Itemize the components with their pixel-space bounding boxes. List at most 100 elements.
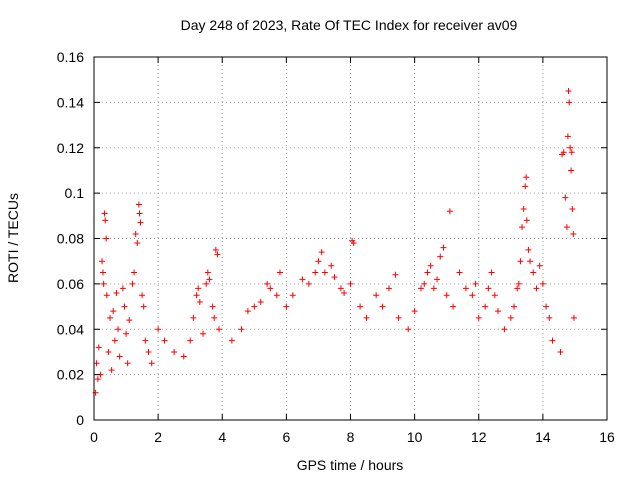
- data-point: [103, 235, 110, 242]
- data-point: [214, 251, 221, 258]
- data-point: [570, 230, 577, 237]
- data-point: [105, 348, 112, 355]
- data-point: [491, 292, 498, 299]
- data-point: [180, 353, 187, 360]
- y-tick-label: 0.02: [57, 367, 84, 383]
- data-point: [539, 280, 546, 287]
- data-point: [450, 303, 457, 310]
- data-point: [211, 314, 218, 321]
- y-tick-label: 0: [76, 412, 84, 428]
- data-point: [200, 330, 207, 337]
- data-point: [570, 314, 577, 321]
- x-tick-label: 12: [471, 429, 487, 445]
- x-tick-label: 4: [218, 429, 226, 445]
- y-tick-label: 0.1: [65, 185, 85, 201]
- data-point: [113, 289, 120, 296]
- chart-title: Day 248 of 2023, Rate Of TEC Index for r…: [181, 17, 518, 33]
- data-point: [475, 314, 482, 321]
- data-point: [135, 201, 142, 208]
- x-tick-label: 8: [347, 429, 355, 445]
- data-point: [123, 330, 130, 337]
- data-point: [434, 276, 441, 283]
- data-point: [196, 299, 203, 306]
- data-point: [568, 149, 575, 156]
- data-point: [99, 258, 106, 265]
- data-point: [257, 299, 264, 306]
- data-point: [562, 194, 569, 201]
- data-point: [446, 208, 453, 215]
- data-point: [392, 271, 399, 278]
- data-point: [321, 269, 328, 276]
- data-point: [124, 360, 131, 367]
- data-point: [519, 224, 526, 231]
- x-tick-label: 2: [154, 429, 162, 445]
- data-point: [363, 314, 370, 321]
- data-point: [418, 285, 425, 292]
- data-point: [424, 269, 431, 276]
- data-point: [203, 280, 210, 287]
- x-tick-label: 6: [282, 429, 290, 445]
- data-point: [142, 337, 149, 344]
- x-tick-label: 0: [90, 429, 98, 445]
- data-point: [161, 337, 168, 344]
- data-point: [494, 308, 501, 315]
- data-point: [357, 303, 364, 310]
- y-tick-label: 0.14: [57, 94, 84, 110]
- data-point: [501, 326, 508, 333]
- data-point: [228, 337, 235, 344]
- data-point: [523, 174, 530, 181]
- data-point: [145, 348, 152, 355]
- x-tick-label: 10: [407, 429, 423, 445]
- data-point: [190, 314, 197, 321]
- data-point: [206, 276, 213, 283]
- x-tick-label: 16: [599, 429, 615, 445]
- data-point: [305, 280, 312, 287]
- data-point: [110, 308, 117, 315]
- data-point: [488, 269, 495, 276]
- data-point: [212, 246, 219, 253]
- data-point: [312, 269, 319, 276]
- data-point: [102, 217, 109, 224]
- y-tick-label: 0.12: [57, 140, 84, 156]
- data-point: [134, 240, 141, 247]
- data-point: [430, 285, 437, 292]
- data-point: [565, 88, 572, 95]
- data-point: [273, 292, 280, 299]
- data-point: [568, 167, 575, 174]
- data-point: [569, 206, 576, 213]
- data-point: [193, 292, 200, 299]
- data-point: [195, 285, 202, 292]
- data-point: [536, 262, 543, 269]
- data-points: [92, 88, 577, 396]
- data-point: [337, 285, 344, 292]
- data-point: [522, 183, 529, 190]
- data-point: [93, 360, 100, 367]
- axis-ticks: 0 2 4 6 8 10 12 14 16 0 0.02 0.04 0.06 0.08 0.1 0.12 0.1…: [57, 49, 615, 445]
- data-point: [530, 269, 537, 276]
- data-point: [137, 219, 144, 226]
- data-point: [94, 376, 101, 383]
- x-tick-label: 14: [535, 429, 551, 445]
- data-point: [525, 246, 532, 253]
- data-point: [99, 269, 106, 276]
- data-point: [440, 244, 447, 251]
- data-point: [315, 258, 322, 265]
- data-point: [421, 280, 428, 287]
- data-point: [101, 210, 108, 217]
- data-point: [511, 303, 518, 310]
- data-point: [560, 149, 567, 156]
- data-point: [472, 280, 479, 287]
- data-point: [523, 217, 530, 224]
- data-point: [187, 337, 194, 344]
- data-point: [520, 206, 527, 213]
- data-point: [108, 367, 115, 374]
- data-point: [517, 258, 524, 265]
- data-point: [427, 262, 434, 269]
- data-point: [385, 285, 392, 292]
- data-point: [139, 292, 146, 299]
- data-point: [238, 326, 245, 333]
- data-point: [373, 292, 380, 299]
- data-point: [411, 308, 418, 315]
